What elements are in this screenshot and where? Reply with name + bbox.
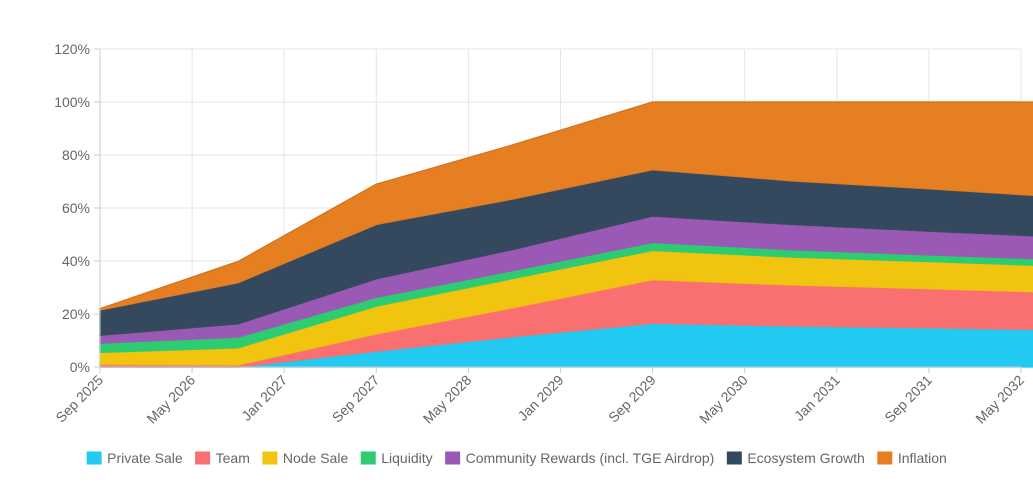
x-tick-label: May 2032: [972, 372, 1027, 427]
legend-swatch: [194, 450, 212, 466]
legend-swatch: [85, 450, 103, 466]
legend-label: Liquidity: [381, 450, 432, 466]
legend-item-inflation[interactable]: Inflation: [876, 450, 947, 466]
legend-item-private-sale[interactable]: Private Sale: [85, 450, 183, 466]
y-tick-label: 60%: [62, 200, 90, 216]
legend-item-team[interactable]: Team: [194, 450, 250, 466]
legend-label: Team: [216, 450, 250, 466]
y-tick-label: 40%: [62, 253, 90, 269]
x-tick-label: May 2028: [420, 372, 475, 427]
x-tick-label: Jan 2029: [515, 372, 567, 424]
y-tick-label: 100%: [54, 94, 90, 110]
x-tick-label: Sep 2031: [881, 372, 935, 426]
area-series: [99, 101, 1033, 368]
x-tick-label: Jan 2031: [791, 372, 843, 424]
x-tick-label: May 2026: [143, 372, 198, 427]
legend-label: Inflation: [898, 450, 947, 466]
area-edge-inflation: [99, 101, 1033, 310]
legend-item-community-rewards-incl-tge-airdrop[interactable]: Community Rewards (incl. TGE Airdrop): [444, 450, 715, 466]
y-tick-label: 80%: [62, 147, 90, 163]
x-tick-label: Jan 2027: [238, 372, 290, 424]
area-inflation: [99, 101, 1033, 311]
legend-swatch: [444, 450, 462, 466]
legend-item-liquidity[interactable]: Liquidity: [359, 450, 433, 466]
x-tick-label: Sep 2027: [329, 372, 383, 426]
legend-label: Private Sale: [107, 450, 183, 466]
legend-label: Community Rewards (incl. TGE Airdrop): [466, 450, 715, 466]
x-tick-label: Sep 2025: [52, 372, 106, 426]
y-tick-label: 20%: [62, 306, 90, 322]
legend-item-ecosystem-growth[interactable]: Ecosystem Growth: [725, 450, 865, 466]
x-tick-label: Sep 2029: [605, 372, 659, 426]
legend-swatch: [725, 450, 743, 466]
legend-swatch: [876, 450, 894, 466]
y-tick-label: 0%: [70, 359, 90, 375]
legend-swatch: [261, 450, 279, 466]
legend-label: Node Sale: [283, 450, 349, 466]
legend-item-node-sale[interactable]: Node Sale: [261, 450, 349, 466]
x-tick-label: May 2030: [696, 372, 751, 427]
legend-swatch: [359, 450, 377, 466]
legend: Private Sale Team Node Sale Liquidity Commun…: [85, 450, 947, 466]
y-tick-label: 120%: [54, 41, 90, 57]
legend-label: Ecosystem Growth: [747, 450, 864, 466]
